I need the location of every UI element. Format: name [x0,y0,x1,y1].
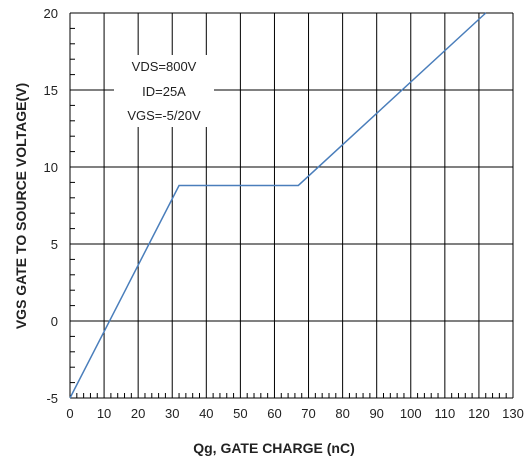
y-tick-label--5: -5 [46,391,58,406]
x-tick-label-130: 130 [502,406,524,421]
annotation-id: ID=25A [142,84,186,99]
y-tick-label-15: 15 [44,83,58,98]
annotation-box: VDS=800V ID=25A VGS=-5/20V [114,55,214,127]
x-axis-title: Qg, GATE CHARGE (nC) [193,440,355,456]
x-tick-label-80: 80 [335,406,349,421]
y-tick-label-10: 10 [44,160,58,175]
grid [69,12,514,399]
x-tick-label-10: 10 [97,406,111,421]
annotation-vgs: VGS=-5/20V [127,108,201,123]
x-tick-label-40: 40 [199,406,213,421]
x-tick-label-0: 0 [66,406,73,421]
x-tick-label-110: 110 [434,406,455,421]
x-tick-label-60: 60 [267,406,281,421]
y-tick-label-20: 20 [44,6,58,21]
series-line-0 [69,12,487,399]
series-layer [69,12,487,399]
x-tick-label-120: 120 [468,406,490,421]
tick-labels: 0 10 20 30 40 50 60 70 80 90 100 110 120 130 -5 0 5 10 15 2… [44,6,524,421]
y-tick-label-5: 5 [51,237,58,252]
x-tick-label-20: 20 [131,406,145,421]
annotation-background [114,55,214,127]
minor-ticks [70,27,507,398]
x-tick-label-90: 90 [369,406,383,421]
y-axis-title: VGS GATE TO SOURCE VOLTAGE(V) [13,83,29,329]
x-tick-label-70: 70 [301,406,315,421]
x-tick-label-50: 50 [233,406,247,421]
y-tick-label-0: 0 [51,314,58,329]
x-tick-label-30: 30 [165,406,179,421]
x-tick-label-100: 100 [400,406,422,421]
annotation-vds: VDS=800V [132,59,197,74]
